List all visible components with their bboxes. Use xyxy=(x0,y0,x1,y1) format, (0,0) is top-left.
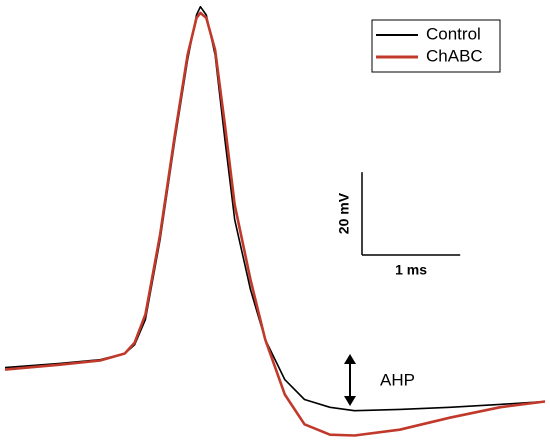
legend-label: ChABC xyxy=(426,46,483,65)
arrow-head xyxy=(344,396,356,406)
trace xyxy=(4,11,546,437)
legend-box xyxy=(371,19,501,73)
ahp-arrow xyxy=(344,354,356,406)
scale-bar-x-label: 1 ms xyxy=(395,262,427,278)
scale-bar-y-label: 20 mV xyxy=(336,192,352,234)
legend-label: Control xyxy=(426,24,481,43)
arrow-head xyxy=(344,354,356,364)
annotation: AHP xyxy=(380,370,415,389)
